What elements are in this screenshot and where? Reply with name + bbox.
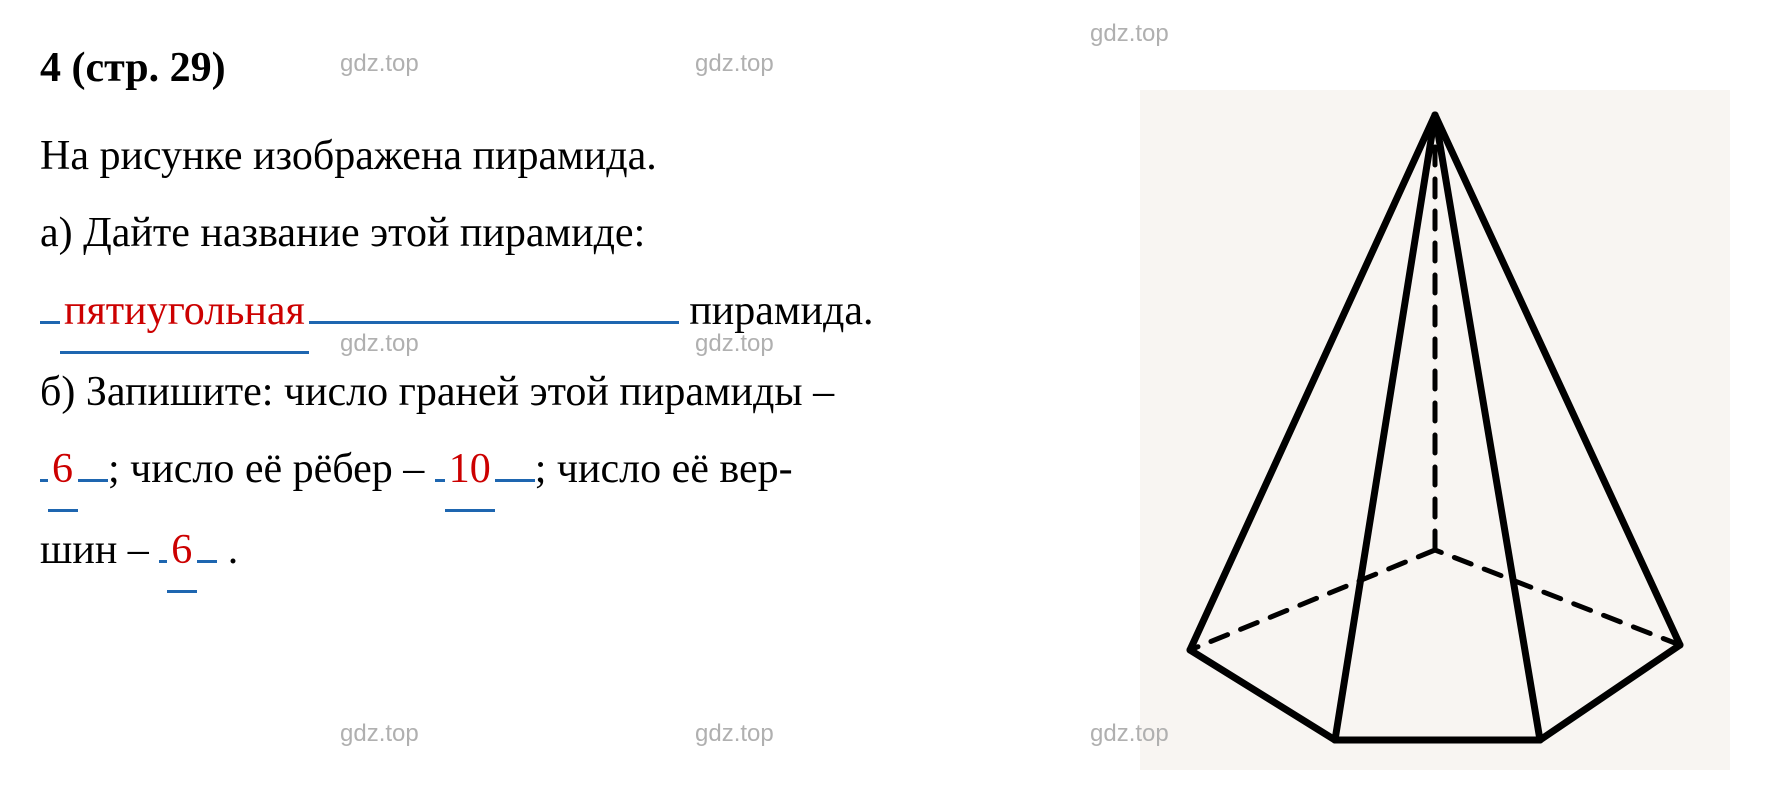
blank-trailing bbox=[309, 321, 679, 324]
blank bbox=[197, 560, 217, 563]
blank bbox=[40, 479, 48, 482]
text-line-3: пятиугольная пирамида. bbox=[40, 273, 1100, 354]
figure-column bbox=[1140, 30, 1730, 770]
text-line-1: На рисунке изображена пирамида. bbox=[40, 118, 1100, 196]
watermark: gdz.top bbox=[1090, 20, 1169, 48]
text-prefix: шин – bbox=[40, 527, 149, 573]
text-line-6: шин – 6 . bbox=[40, 512, 1100, 593]
answer-vertices: 6 bbox=[167, 512, 197, 593]
text-mid2: ; число её вер- bbox=[535, 446, 793, 492]
text-suffix: пирамида. bbox=[689, 288, 873, 334]
watermark: gdz.top bbox=[695, 330, 774, 358]
blank bbox=[435, 479, 445, 482]
pyramid-diagram bbox=[1140, 90, 1730, 770]
watermark: gdz.top bbox=[695, 720, 774, 748]
blank-leading bbox=[40, 321, 60, 324]
watermark: gdz.top bbox=[340, 330, 419, 358]
text-suffix: . bbox=[228, 527, 239, 573]
text-line-4: б) Запишите: число граней этой пирамиды … bbox=[40, 354, 1100, 432]
text-column: 4 (стр. 29) На рисунке изображена пирами… bbox=[40, 30, 1100, 770]
watermark: gdz.top bbox=[1090, 720, 1169, 748]
blank bbox=[159, 560, 167, 563]
answer-pyramid-name: пятиугольная bbox=[60, 273, 309, 354]
text-mid1: ; число её рёбер – bbox=[108, 446, 424, 492]
blank bbox=[78, 479, 108, 482]
main-container: 4 (стр. 29) На рисунке изображена пирами… bbox=[40, 30, 1730, 770]
exercise-title: 4 (стр. 29) bbox=[40, 30, 1100, 108]
answer-edges: 10 bbox=[445, 431, 495, 512]
blank bbox=[495, 479, 535, 482]
text-line-2a: а) Дайте название этой пирамиде: bbox=[40, 195, 1100, 273]
answer-faces: 6 bbox=[48, 431, 78, 512]
watermark: gdz.top bbox=[340, 50, 419, 78]
text-line-5: 6 ; число её рёбер – 10 ; число её вер- bbox=[40, 431, 1100, 512]
watermark: gdz.top bbox=[695, 50, 774, 78]
watermark: gdz.top bbox=[340, 720, 419, 748]
